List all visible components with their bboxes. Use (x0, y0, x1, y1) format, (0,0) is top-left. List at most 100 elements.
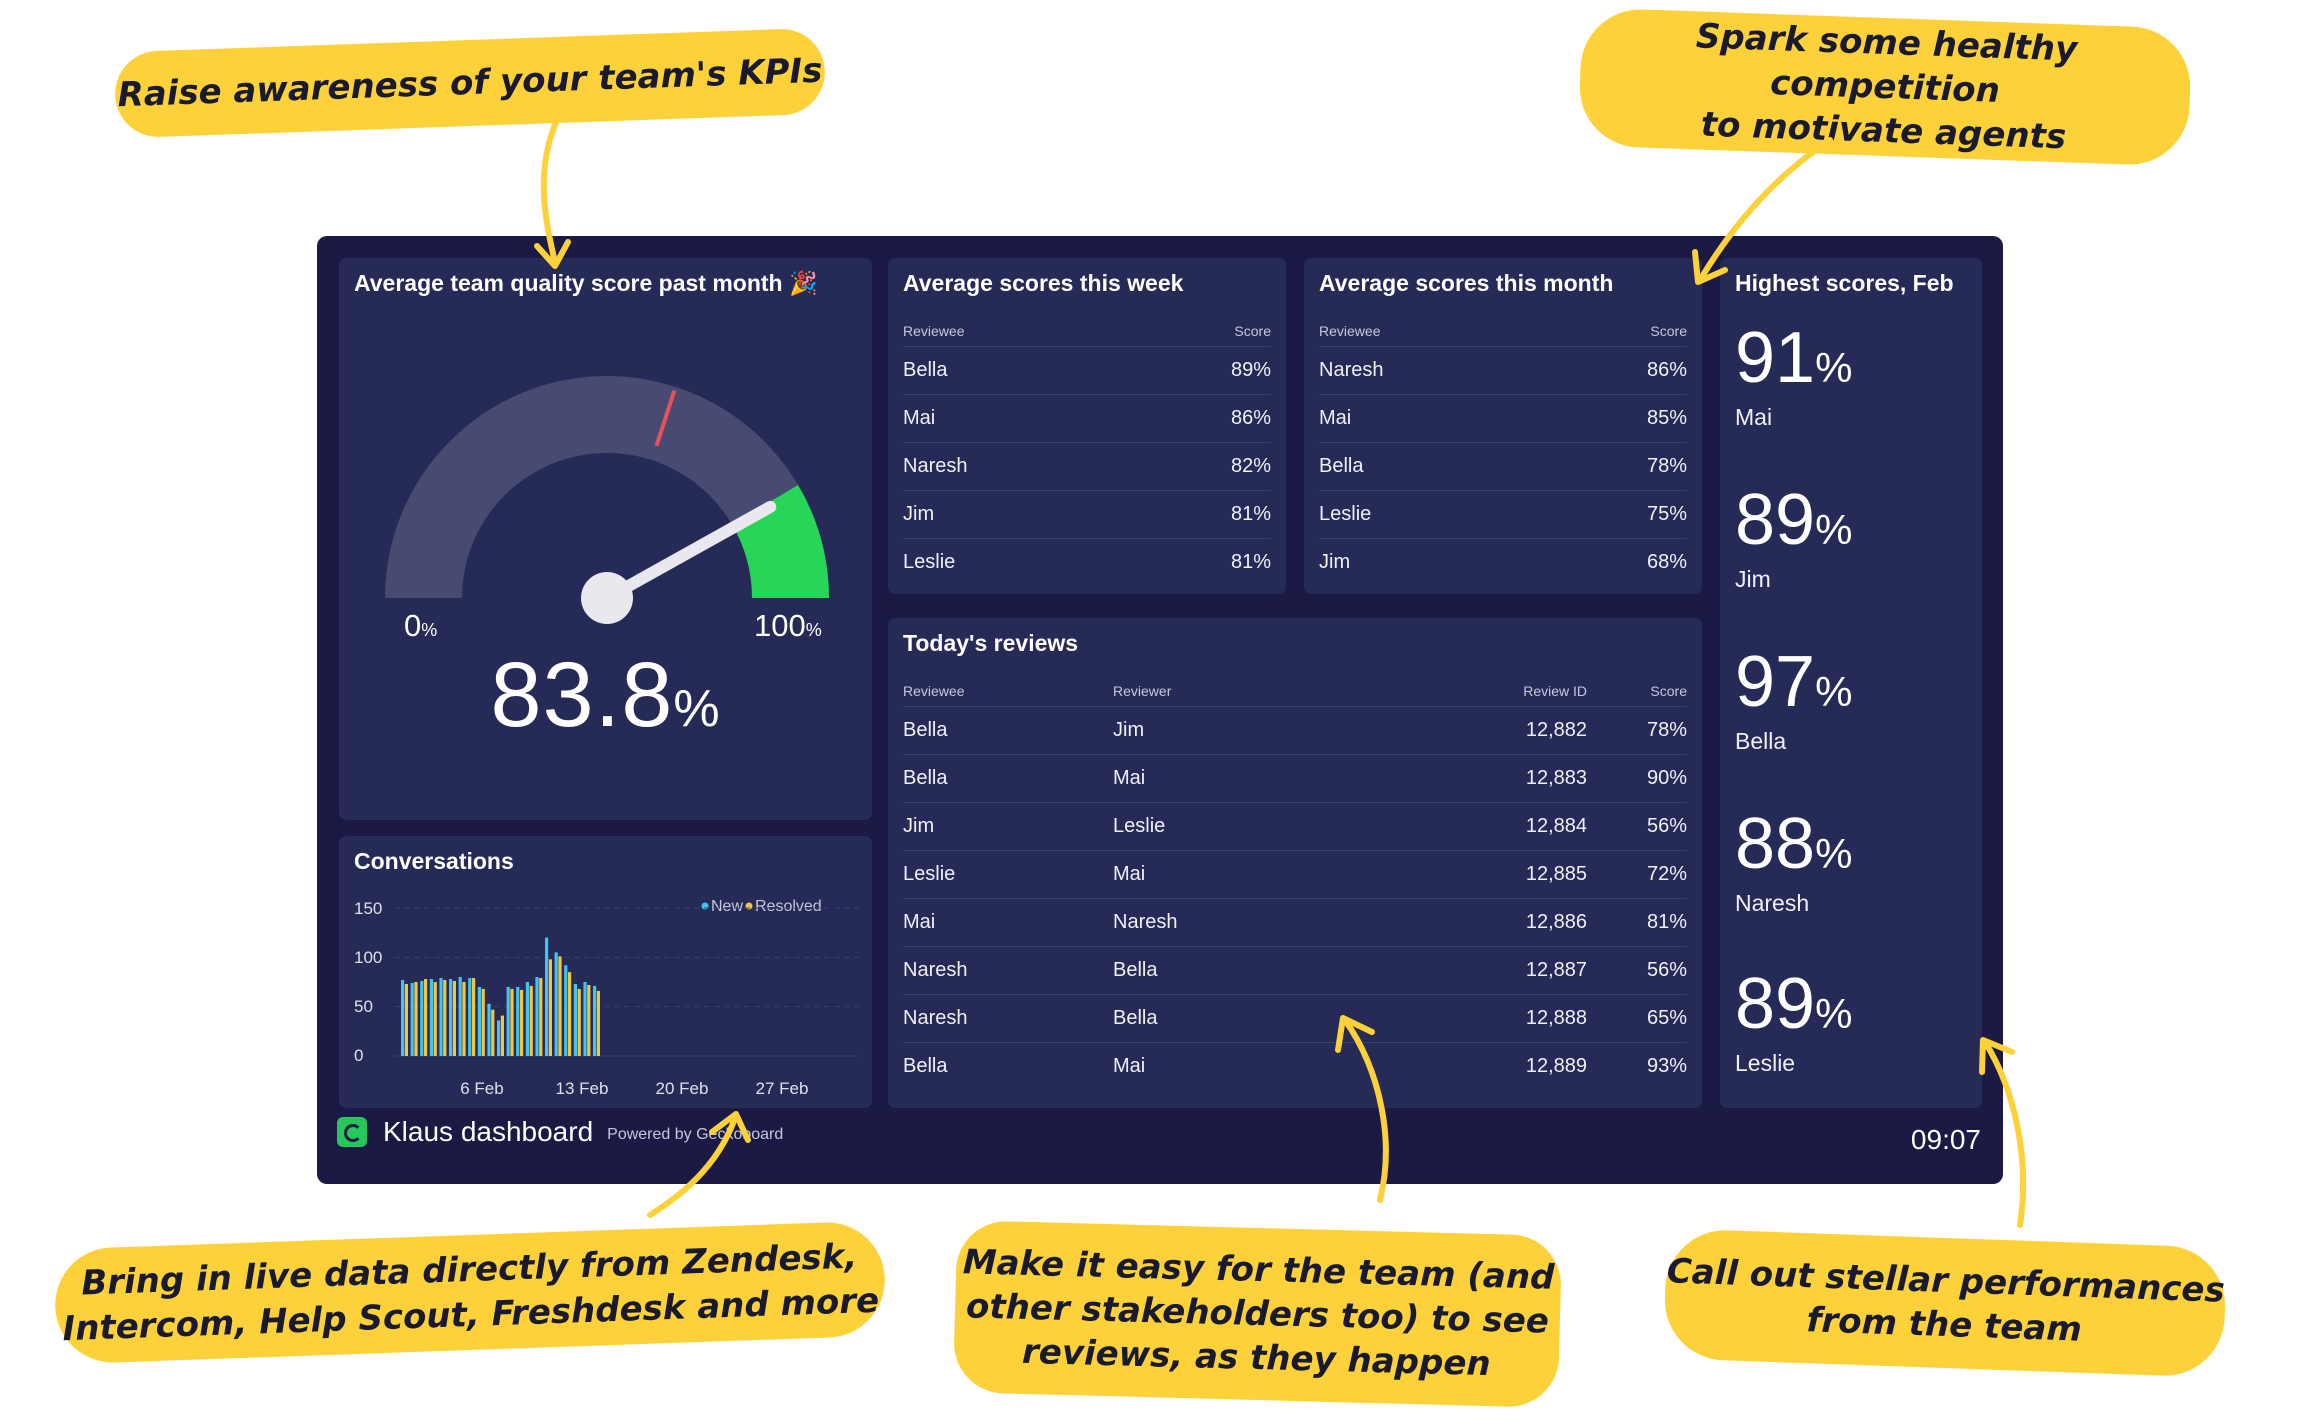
score: 56% (1646, 959, 1687, 981)
callout-reviews: Make it easy for the team (and other sta… (952, 1220, 1563, 1408)
reviewee: Bella (903, 767, 948, 789)
highest-item: 89% Jim (1735, 480, 1852, 593)
highest-item: 97% Bella (1735, 642, 1852, 755)
todays-reviews-panel: Today's reviews Reviewee Reviewer Review… (888, 618, 1702, 1108)
gauge-value: 83.8% (490, 644, 721, 746)
reviewee: Leslie (903, 551, 956, 573)
score: 68% (1646, 551, 1687, 573)
gauge-title: Average team quality score past month 🎉 (354, 270, 818, 296)
reviewee: Mai (903, 911, 936, 933)
dashboard: Average team quality score past month 🎉 … (317, 236, 2003, 1184)
reviewee: Jim (903, 503, 935, 525)
reviewee: Bella (903, 719, 948, 741)
bar-resolved (539, 978, 543, 1056)
bar-resolved (433, 982, 437, 1056)
x-tick-20-feb: 20 Feb (656, 1079, 709, 1098)
klaus-logo-icon (337, 1117, 367, 1147)
reviewee: Naresh (903, 455, 968, 477)
callout-kpis: Raise awareness of your team's KPIs (113, 27, 827, 139)
score: 78% (1646, 455, 1687, 477)
score: 90% (1646, 767, 1687, 789)
score: 65% (1646, 1007, 1687, 1029)
todays-reviews-title: Today's reviews (903, 630, 1079, 656)
table-row: Bella Mai 12,889 93% (903, 1043, 1687, 1090)
y-tick-0: 0 (354, 1046, 363, 1065)
table-row: Naresh Bella 12,887 56% (903, 947, 1687, 995)
y-tick-50: 50 (354, 997, 373, 1016)
y-tick-150: 150 (354, 899, 382, 918)
reviewer: Bella (1113, 1007, 1158, 1029)
col-score: Score (1650, 683, 1687, 699)
reviewer: Naresh (1113, 911, 1178, 933)
bar-new (410, 982, 414, 1056)
bar-new (477, 986, 481, 1056)
col-reviewee: Reviewee (1319, 323, 1381, 339)
col-score: Score (1650, 323, 1687, 339)
table-row: Jim 81% (903, 491, 1271, 539)
conversations-title: Conversations (354, 848, 514, 874)
bar-resolved (577, 988, 581, 1056)
highest-name: Jim (1735, 566, 1771, 592)
table-row: Mai 86% (903, 395, 1271, 443)
callout-stellar: Call out stellar performances from the t… (1662, 1228, 2228, 1378)
score: 89% (1230, 359, 1271, 381)
table-row: Bella Jim 12,882 78% (903, 707, 1687, 755)
bar-resolved (481, 988, 485, 1056)
bar-new (573, 983, 577, 1056)
highest-value: 88% (1735, 804, 1853, 884)
chart-grid (394, 907, 859, 1057)
highest-item: 91% Mai (1735, 318, 1852, 431)
month-scores-panel: Average scores this month Reviewee Score… (1304, 258, 1702, 594)
reviewer: Mai (1113, 767, 1146, 789)
review-id: 12,883 (1525, 767, 1587, 789)
highest-name: Bella (1735, 728, 1787, 754)
score: 75% (1646, 503, 1687, 525)
x-tick-6-feb: 6 Feb (460, 1079, 503, 1098)
review-id: 12,885 (1525, 863, 1587, 885)
review-id: 12,886 (1525, 911, 1587, 933)
score: 78% (1646, 719, 1687, 741)
bar-resolved (443, 980, 447, 1056)
bar-new (487, 1003, 491, 1056)
highest-value: 89% (1735, 480, 1853, 560)
bar-new (545, 937, 549, 1056)
table-row: Mai 85% (1319, 395, 1687, 443)
legend: New Resolved (701, 898, 822, 915)
bar-resolved (596, 990, 600, 1056)
reviewer: Mai (1113, 1055, 1146, 1077)
reviewee: Bella (903, 1055, 948, 1077)
week-title: Average scores this week (903, 270, 1184, 296)
highest-name: Mai (1735, 404, 1773, 430)
bar-resolved (472, 978, 476, 1056)
col-score: Score (1234, 323, 1271, 339)
table-row: Leslie Mai 12,885 72% (903, 851, 1687, 899)
bar-resolved (414, 982, 418, 1056)
bar-new (449, 979, 453, 1056)
powered-by: Powered by Geckoboard (607, 1126, 784, 1143)
reviewer: Mai (1113, 863, 1146, 885)
highest-name: Naresh (1735, 890, 1810, 916)
table-row: Mai Naresh 12,886 81% (903, 899, 1687, 947)
bar-new (516, 986, 520, 1056)
highest-value: 91% (1735, 318, 1853, 398)
legend-new-label: New (711, 898, 743, 915)
bar-resolved (510, 988, 514, 1056)
month-table: Reviewee Score Naresh 86% Mai 85% Bella 78%… (1319, 316, 1687, 586)
bar-new (583, 982, 587, 1056)
bar-new (525, 982, 529, 1056)
bar-new (593, 985, 597, 1056)
table-row: Leslie 81% (903, 539, 1271, 586)
gauge-max-label: 100% (754, 608, 822, 643)
bar-resolved (452, 981, 456, 1056)
score: 81% (1230, 551, 1271, 573)
score: 86% (1230, 407, 1271, 429)
gauge-red-marker (654, 390, 677, 447)
week-table: Reviewee Score Bella 89% Mai 86% Naresh 82%… (903, 316, 1271, 586)
bar-resolved (404, 983, 408, 1056)
table-row: Jim 68% (1319, 539, 1687, 586)
todays-reviews-table: Reviewee Reviewer Review ID Score Bella J… (903, 676, 1687, 1090)
x-tick-27-feb: 27 Feb (756, 1079, 809, 1098)
bar-new (420, 981, 424, 1056)
reviewee: Naresh (903, 959, 968, 981)
bar-resolved (520, 989, 524, 1056)
